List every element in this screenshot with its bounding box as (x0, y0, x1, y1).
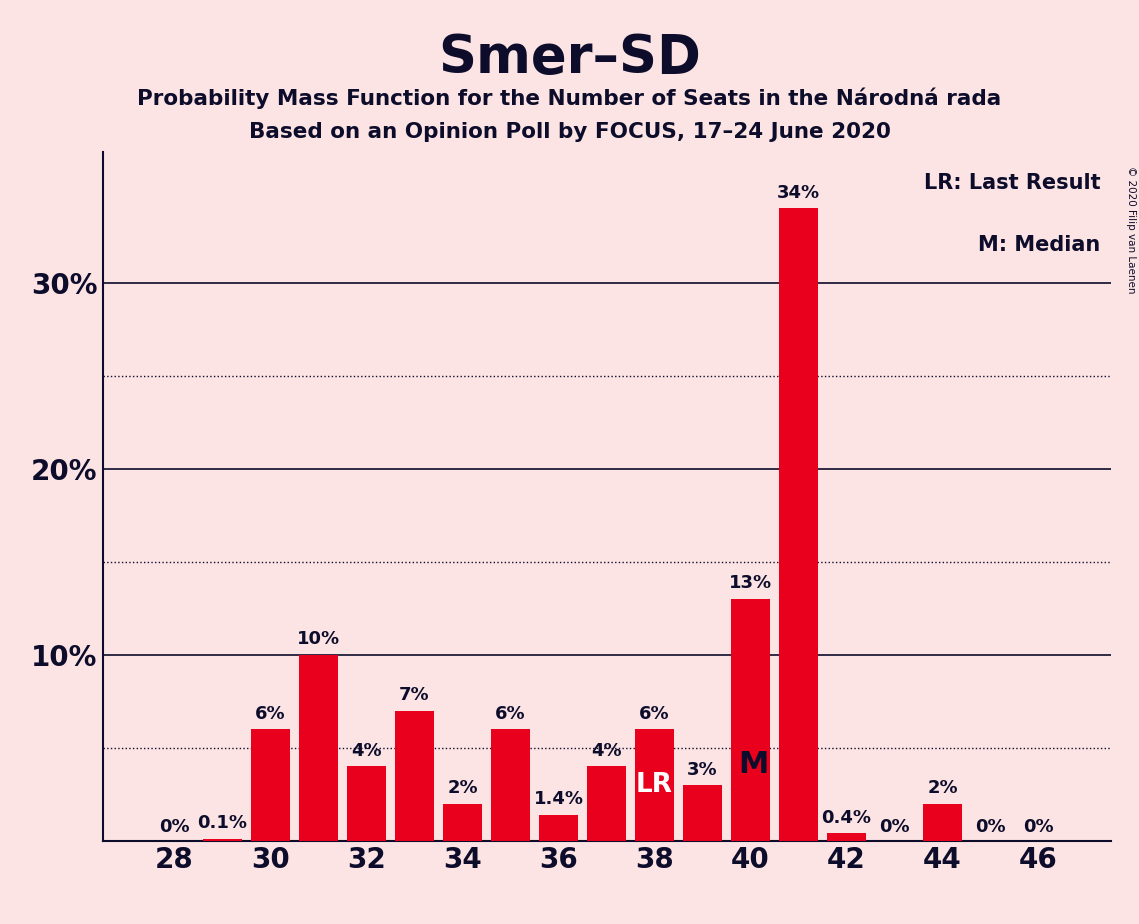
Text: 6%: 6% (255, 705, 286, 723)
Bar (683, 785, 722, 841)
Bar (252, 729, 289, 841)
Bar (443, 804, 482, 841)
Bar (347, 766, 386, 841)
Bar (779, 208, 818, 841)
Text: 4%: 4% (591, 742, 622, 760)
Text: Based on an Opinion Poll by FOCUS, 17–24 June 2020: Based on an Opinion Poll by FOCUS, 17–24… (248, 122, 891, 142)
Bar (731, 599, 770, 841)
Bar (395, 711, 434, 841)
Bar (539, 815, 577, 841)
Text: M: Median: M: Median (978, 235, 1100, 255)
Text: 7%: 7% (399, 687, 429, 704)
Text: 2%: 2% (448, 779, 478, 797)
Text: LR: LR (636, 772, 673, 798)
Bar (924, 804, 961, 841)
Text: M: M (738, 749, 769, 779)
Bar (203, 839, 241, 841)
Text: 0.1%: 0.1% (197, 814, 247, 833)
Text: 0%: 0% (1023, 818, 1054, 836)
Bar (300, 655, 337, 841)
Text: 6%: 6% (495, 705, 526, 723)
Text: 34%: 34% (777, 184, 820, 201)
Text: 0%: 0% (879, 818, 910, 836)
Text: 2%: 2% (927, 779, 958, 797)
Text: Probability Mass Function for the Number of Seats in the Národná rada: Probability Mass Function for the Number… (138, 88, 1001, 109)
Text: 10%: 10% (297, 630, 341, 649)
Text: LR: Last Result: LR: Last Result (924, 173, 1100, 193)
Text: 0.4%: 0.4% (821, 808, 871, 827)
Bar (491, 729, 530, 841)
Bar (636, 729, 674, 841)
Text: 0%: 0% (975, 818, 1006, 836)
Text: 0%: 0% (159, 818, 190, 836)
Text: 4%: 4% (351, 742, 382, 760)
Text: 13%: 13% (729, 575, 772, 592)
Text: 3%: 3% (687, 760, 718, 779)
Text: © 2020 Filip van Laenen: © 2020 Filip van Laenen (1126, 166, 1136, 294)
Bar (588, 766, 625, 841)
Text: 6%: 6% (639, 705, 670, 723)
Bar (827, 833, 866, 841)
Text: Smer–SD: Smer–SD (439, 32, 700, 84)
Text: 1.4%: 1.4% (533, 790, 583, 808)
